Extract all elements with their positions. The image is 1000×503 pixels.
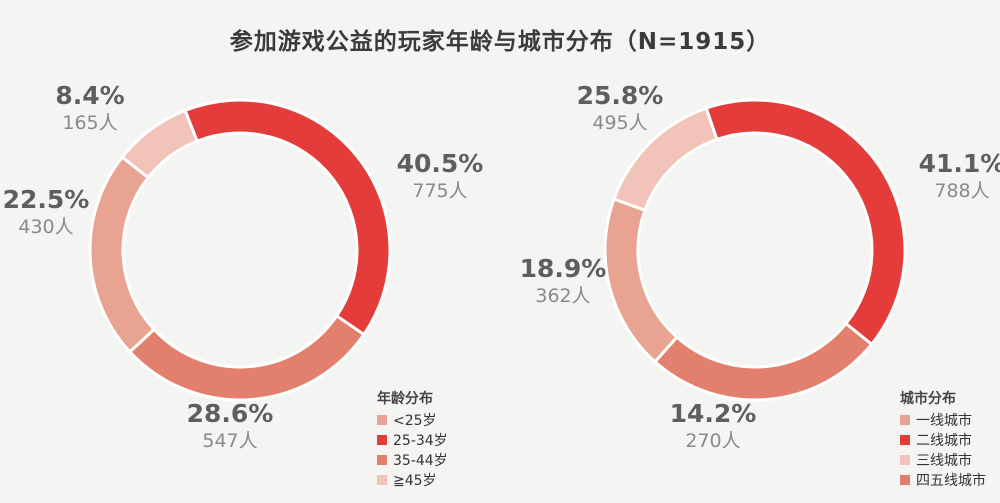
city-pct-label-0: 18.9% — [520, 254, 607, 283]
city-legend-label-1: 二线城市 — [916, 432, 972, 449]
age-pct-label-1: 40.5% — [397, 149, 484, 178]
city-legend-label-0: 一线城市 — [916, 412, 972, 429]
city-count-label-1: 788人 — [934, 180, 989, 202]
city-pct-label-3: 25.8% — [577, 81, 664, 110]
age-slice-2 — [127, 313, 367, 402]
age-legend-swatch-1 — [377, 435, 387, 445]
age-legend-swatch-2 — [377, 455, 387, 465]
age-legend-label-1: 25-34岁 — [393, 433, 448, 449]
city-legend-label-3: 四五线城市 — [916, 472, 986, 489]
city-pct-label-2: 14.2% — [670, 399, 757, 428]
city-slice-0 — [603, 197, 680, 364]
age-legend-label-3: ≧45岁 — [393, 473, 437, 489]
city-pct-label-1: 41.1% — [919, 149, 1000, 178]
age-slice-3 — [120, 108, 200, 180]
city-legend-label-2: 三线城市 — [916, 452, 972, 469]
city-count-label-2: 270人 — [685, 430, 740, 452]
age-pct-label-3: 8.4% — [55, 81, 124, 110]
age-legend-label-0: <25岁 — [393, 413, 437, 429]
city-count-label-0: 362人 — [535, 285, 590, 307]
age-count-label-0: 430人 — [18, 216, 73, 238]
city-slice-1 — [704, 98, 907, 347]
age-legend-label-2: 35-44岁 — [393, 453, 448, 469]
city-slice-labels: 18.9%362人 41.1%788人 14.2%270人 25.8%495人 — [520, 81, 1000, 452]
age-count-label-2: 547人 — [202, 430, 257, 452]
city-count-label-3: 495人 — [592, 112, 647, 134]
age-slice-0 — [88, 155, 157, 354]
age-count-label-1: 775人 — [412, 180, 467, 202]
age-slice-1 — [183, 98, 392, 337]
age-slice-labels: 22.5%430人 40.5%775人 28.6%547人 8.4%165人 — [3, 81, 484, 452]
city-legend-swatch-2 — [900, 455, 910, 465]
age-legend-swatch-3 — [377, 475, 387, 485]
age-pct-label-2: 28.6% — [187, 399, 274, 428]
city-legend-title: 城市分布 — [900, 390, 956, 407]
age-donut-chart — [88, 98, 392, 402]
age-legend-swatch-0 — [377, 415, 387, 425]
city-donut-chart — [603, 98, 907, 402]
age-legend: 年龄分布 <25岁 25-34岁 35-44岁 ≧45岁 — [377, 390, 448, 489]
city-legend-swatch-3 — [900, 475, 910, 485]
city-slice-2 — [612, 106, 719, 213]
age-pct-label-0: 22.5% — [3, 185, 90, 214]
city-slice-3 — [652, 321, 874, 402]
city-legend-swatch-0 — [900, 415, 910, 425]
age-count-label-3: 165人 — [62, 112, 117, 134]
chart-title: 参加游戏公益的玩家年龄与城市分布（N=1915） — [229, 29, 771, 55]
city-legend-swatch-1 — [900, 435, 910, 445]
age-legend-title: 年龄分布 — [377, 390, 433, 407]
